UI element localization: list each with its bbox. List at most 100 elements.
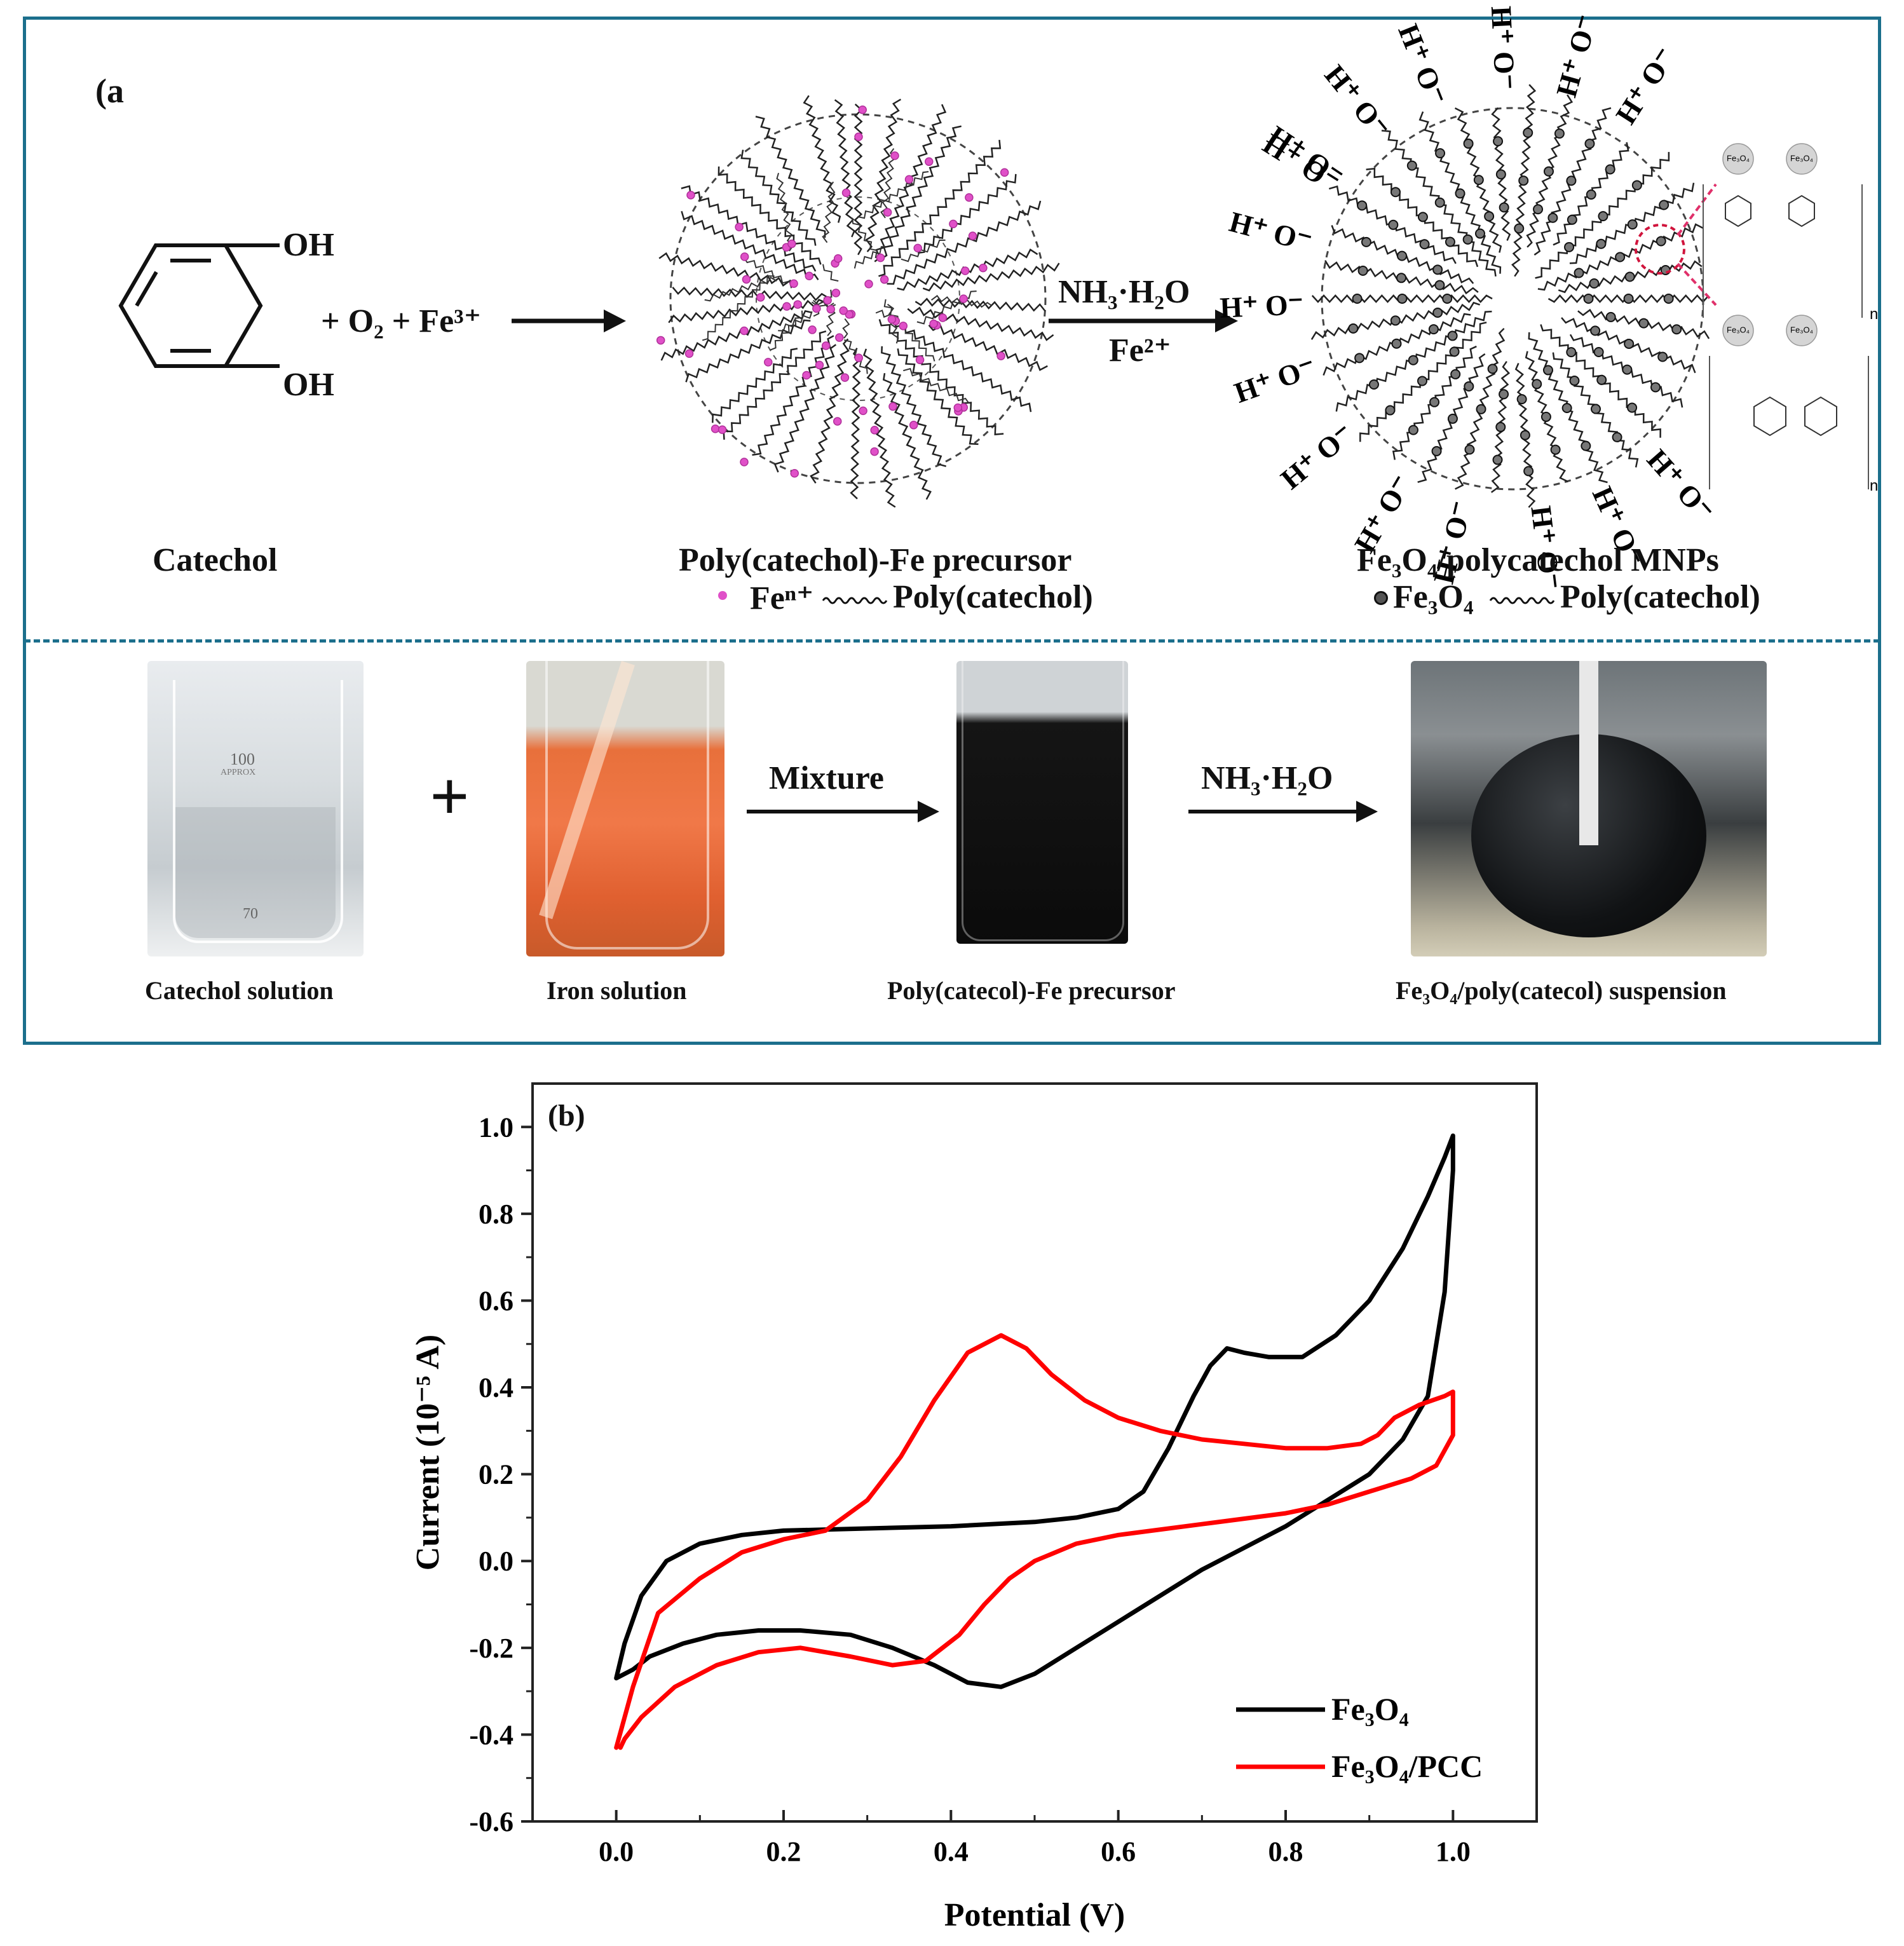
fe-ion-dot — [831, 289, 841, 297]
fe3o4-bead — [1631, 180, 1642, 191]
precursor-legend-poly: Poly(catechol) — [893, 579, 1093, 615]
polymer-chain — [887, 200, 1042, 285]
fe3o4-bead — [1449, 346, 1460, 357]
fe3o4-bead — [1473, 175, 1484, 186]
polymer-branch — [826, 306, 836, 336]
polymer-chain — [880, 125, 962, 260]
fe3o4-bead — [1566, 175, 1577, 186]
fe3o4-bead — [1495, 169, 1506, 180]
x-tick-label: 0.0 — [599, 1836, 634, 1867]
catechol-repeat-lower — [1753, 396, 1837, 437]
beaker-mark-70: 70 — [243, 906, 258, 922]
polymer-branch — [887, 303, 899, 344]
fe-ion-dot — [864, 280, 873, 289]
polymer-chain — [892, 320, 1032, 412]
fe3o4-bead — [1434, 280, 1445, 290]
fe-ion-dot — [821, 341, 831, 350]
fe-ion-dot — [802, 371, 811, 380]
fe-ion-dot — [782, 302, 791, 311]
fe-ion-dot — [756, 293, 765, 302]
fe-ion-dot — [965, 193, 974, 202]
y-tick-label: 0.0 — [479, 1546, 513, 1577]
fe-ion-dot — [835, 333, 844, 342]
fe-ion-dot — [968, 231, 977, 240]
fe3o4-bead — [1523, 127, 1533, 138]
fe3o4-bead — [1659, 200, 1669, 210]
fe-ion-dot — [913, 243, 922, 253]
polymer-branch — [903, 367, 970, 404]
fe-ion-dot — [899, 322, 908, 330]
suspension-photo — [1411, 661, 1767, 956]
precursor-photo — [956, 661, 1128, 944]
fe3o4-bead — [1431, 446, 1442, 456]
fe-ion-dot — [740, 252, 749, 261]
y-tick-label: 0.2 — [479, 1459, 513, 1490]
fe3o4-bead — [1487, 364, 1498, 374]
fe-ion-dot — [686, 191, 695, 200]
fe3o4-bead — [1671, 324, 1682, 335]
y-tick-label: 0.4 — [479, 1372, 513, 1403]
fe3o4-bead — [1474, 228, 1485, 239]
polymer-chain — [681, 210, 819, 280]
arrow2-bottom-text: Fe²⁺ — [1109, 332, 1171, 369]
beaker-mark-approx: APPROX — [221, 768, 256, 777]
surface-group-label: H⁺ O⁻ — [1485, 5, 1521, 90]
fe3o4-bead — [1354, 353, 1365, 364]
fe3o4-bead — [1432, 264, 1443, 275]
fe3o4-bead — [1593, 346, 1604, 357]
fe3o4-bead — [1532, 379, 1542, 390]
fe3o4-bead-diagram-label: Fe₃O₄ — [1727, 325, 1750, 334]
fe-ion-dot — [953, 403, 963, 412]
fe3o4-bead — [1464, 444, 1475, 455]
polymer-branch — [743, 257, 792, 289]
fe3o4-bead — [1419, 239, 1430, 250]
polymer-chain — [755, 116, 826, 238]
fe-ion-dot — [787, 239, 796, 248]
polymer-chain — [672, 286, 828, 301]
repeat-bracket-upper — [1703, 184, 1863, 318]
polymer-chain — [850, 348, 862, 500]
caption-precursor: Poly(catecol)-Fe precursor — [887, 976, 1176, 1005]
panel-a-label: (a — [95, 72, 124, 110]
series-line-fe3o4-pcc — [614, 1333, 1455, 1750]
polymer-chain — [928, 324, 1048, 371]
fe3o4-bead — [1615, 252, 1626, 262]
fe3o4-bead — [1591, 404, 1601, 414]
x-tick-label: 1.0 — [1436, 1836, 1471, 1867]
y-tick-label: -0.4 — [469, 1719, 513, 1750]
fe3o4-bead — [1492, 454, 1503, 465]
catechol-oh-top: OH — [283, 227, 334, 263]
legend-label-0: Fe₃O₄ — [1331, 1691, 1409, 1727]
fe3o4-bead — [1523, 466, 1534, 477]
polymer-branch — [930, 294, 993, 308]
fe3o4-bead — [1520, 430, 1530, 440]
ammonia-arrow-label: NH₃·H₂O — [1201, 760, 1333, 796]
fe3o4-bead — [1442, 294, 1453, 304]
polymer-chain — [717, 166, 822, 265]
fe3o4-bead — [1417, 212, 1428, 222]
fe3o4-bead — [1518, 175, 1529, 186]
fe-ion-dot — [979, 263, 988, 273]
plus-sign: + — [430, 758, 470, 835]
fe-ion-dot — [870, 447, 879, 456]
fe3o4-bead — [1408, 425, 1418, 435]
polymer-chain — [865, 99, 902, 252]
polymer-chain — [883, 373, 932, 500]
polymer-chain — [723, 330, 827, 440]
polymer-branch — [702, 275, 775, 341]
zoom-arrow-up — [1676, 183, 1717, 236]
mixture-arrow-label: Mixture — [769, 760, 884, 796]
polymer-chain — [740, 149, 817, 246]
fe-ion-dot — [1000, 168, 1009, 177]
fe-ion-dot — [793, 300, 802, 309]
fe3o4-bead-diagram — [1722, 315, 1754, 346]
fe-ion-dot — [656, 336, 665, 345]
repeat-n-upper: n — [1870, 306, 1878, 323]
fe3o4-bead — [1584, 139, 1595, 149]
fe-ion-dot — [904, 175, 914, 184]
y-tick-label: 0.6 — [479, 1285, 513, 1316]
fe3o4-bead — [1581, 440, 1591, 451]
polymer-branch — [770, 310, 803, 351]
fe3o4-bead — [1499, 202, 1509, 213]
series-line-fe3o4 — [614, 1133, 1455, 1689]
